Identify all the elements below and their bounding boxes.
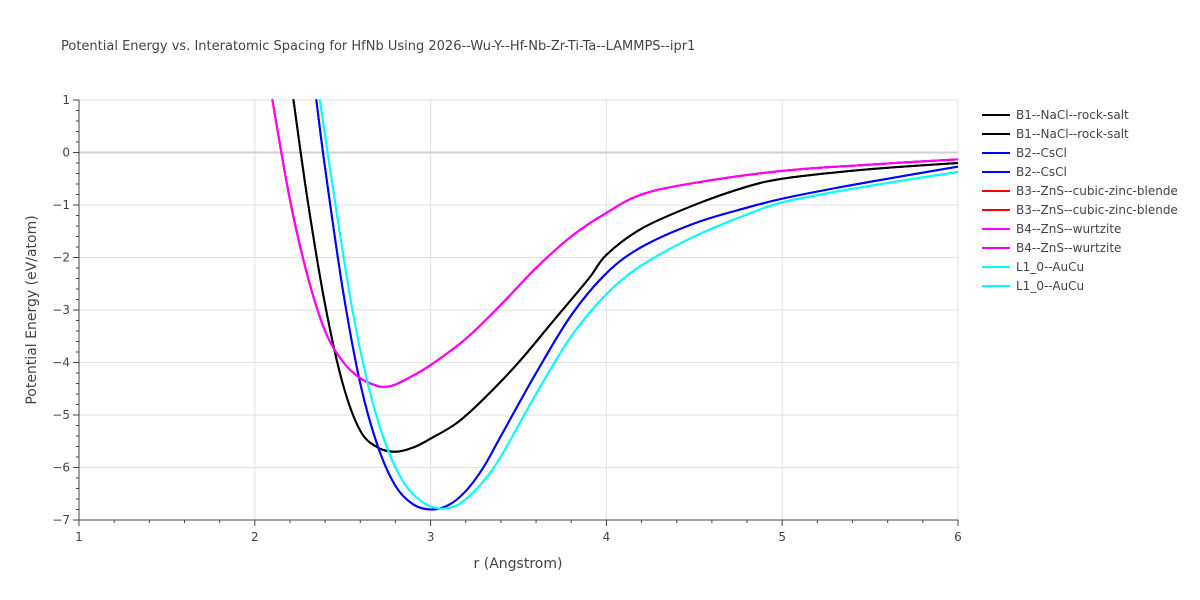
y-tick-label: −2 — [52, 251, 70, 265]
x-tick-label: 5 — [778, 530, 786, 544]
legend-label[interactable]: B2--CsCl — [1016, 146, 1067, 160]
y-tick-label: −3 — [52, 303, 70, 317]
grid-layer — [79, 99, 959, 520]
y-tick-label: −1 — [52, 198, 70, 212]
series-line-b4-zns-wurtzite — [271, 99, 958, 389]
series-line-b3-zns-cubic-zinc-blende — [271, 99, 958, 389]
legend: B1--NaCl--rock-salt B1--NaCl--rock-salt B2… — [982, 108, 1178, 293]
legend-label[interactable]: B2--CsCl — [1016, 165, 1067, 179]
legend-label[interactable]: B1--NaCl--rock-salt — [1016, 108, 1129, 122]
y-tick-label: −6 — [52, 461, 70, 475]
y-tick-label: 0 — [62, 146, 70, 160]
y-tick-label: −5 — [52, 408, 70, 422]
series-line-b1-nacl-rock-salt — [292, 99, 958, 453]
legend-label[interactable]: B4--ZnS--wurtzite — [1016, 222, 1121, 236]
series-line-b2-cscl — [315, 99, 958, 511]
x-tick-label: 6 — [954, 530, 962, 544]
x-tick-label: 4 — [603, 530, 611, 544]
series-layer — [271, 99, 958, 511]
y-tick-label: −7 — [52, 513, 70, 527]
legend-label[interactable]: L1_0--AuCu — [1016, 279, 1084, 293]
series-line-b3-zns-cubic-zinc-blende — [271, 99, 958, 389]
y-tick-label: 1 — [62, 93, 70, 107]
series-line-b4-zns-wurtzite — [271, 99, 958, 389]
y-tick-label: −4 — [52, 356, 70, 370]
y-axis-title: Potential Energy (eV/atom) — [24, 215, 40, 404]
x-axis-title: r (Angstrom) — [474, 556, 563, 572]
series-line-l1-0-aucu — [318, 99, 958, 510]
x-tick-label: 1 — [75, 530, 83, 544]
legend-label[interactable]: B3--ZnS--cubic-zinc-blende — [1016, 184, 1178, 198]
legend-label[interactable]: B1--NaCl--rock-salt — [1016, 127, 1129, 141]
axis-layer: 1 2 3 4 5 6 1 0 −1 −2 −3 −4 −5 −6 −7 — [52, 93, 962, 544]
legend-label[interactable]: B3--ZnS--cubic-zinc-blende — [1016, 203, 1178, 217]
x-tick-label: 3 — [427, 530, 435, 544]
x-tick-label: 2 — [251, 530, 259, 544]
legend-label[interactable]: L1_0--AuCu — [1016, 260, 1084, 274]
legend-label[interactable]: B4--ZnS--wurtzite — [1016, 241, 1121, 255]
chart-title: Potential Energy vs. Interatomic Spacing… — [61, 39, 695, 54]
